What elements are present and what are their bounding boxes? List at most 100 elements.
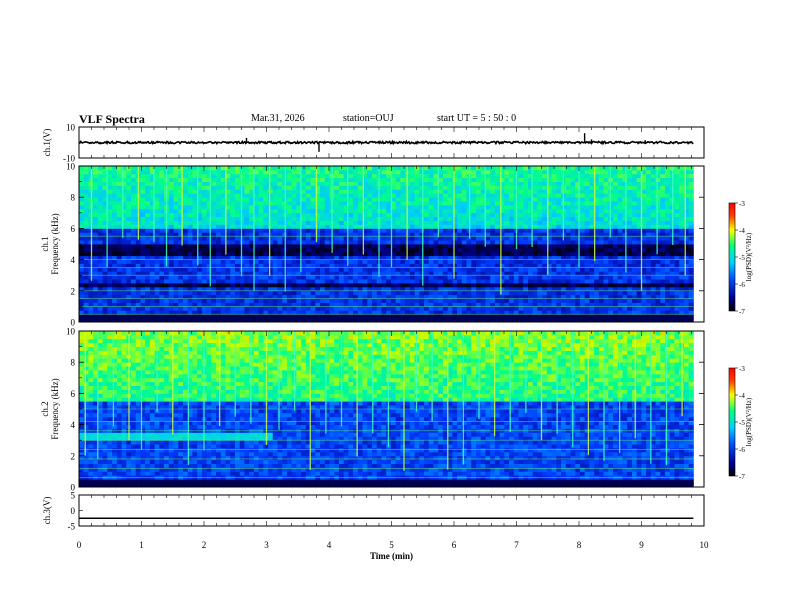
- spectrogram-cell: [362, 279, 368, 284]
- spectrogram-cell: [409, 216, 415, 221]
- spectrogram-cell: [197, 185, 203, 190]
- spectrogram-cell: [286, 189, 293, 194]
- spectrogram-cell: [305, 236, 311, 241]
- spectrogram-cell: [315, 306, 321, 311]
- spectrogram-cell: [660, 298, 666, 303]
- spectrogram-cell: [636, 205, 642, 210]
- spectrogram-cell: [305, 251, 311, 257]
- spectrogram-cell: [466, 298, 472, 303]
- spectrogram-cell: [296, 232, 302, 237]
- spectrogram-cell: [665, 310, 671, 315]
- spectrogram-cell: [192, 247, 198, 253]
- spectrogram-cell: [395, 275, 401, 280]
- spectrogram-cell: [253, 267, 259, 272]
- spectrogram-cell: [206, 251, 212, 257]
- spectrogram-cell: [475, 201, 482, 206]
- spectrogram-cell: [145, 212, 151, 218]
- spectrogram-cell: [665, 271, 671, 276]
- spectrogram-cell: [381, 240, 387, 245]
- spectrogram-cell: [490, 255, 496, 260]
- spectrogram-cell: [466, 275, 472, 280]
- spectrogram-cell: [414, 247, 420, 253]
- spectrogram-cell: [263, 251, 269, 257]
- spectrogram-cell: [320, 166, 326, 171]
- spectrogram-cell: [145, 169, 151, 175]
- spectrogram-cell: [650, 212, 656, 218]
- spectrogram-cell: [438, 228, 444, 233]
- spectrogram-cell: [660, 220, 666, 225]
- spectrogram-cell: [320, 224, 326, 229]
- spectrogram-cell: [565, 267, 571, 272]
- spectrogram-cell: [79, 166, 85, 171]
- spectrogram-cell: [589, 177, 595, 182]
- spectrogram-cell: [490, 189, 496, 194]
- spectrogram-cell: [575, 193, 581, 198]
- spectrogram-cell: [575, 228, 581, 233]
- spectrogram-cell: [220, 197, 226, 202]
- spectrogram-cell: [523, 169, 529, 175]
- spectrogram-cell: [154, 279, 160, 284]
- spectrogram-cell: [598, 283, 604, 288]
- spectrogram-cell: [93, 290, 99, 296]
- spectrogram-cell: [320, 193, 326, 198]
- spectrogram-cell: [244, 224, 250, 229]
- spectrogram-cell: [608, 275, 614, 280]
- spectrogram-cell: [201, 286, 208, 292]
- spectrogram-cell: [655, 185, 661, 190]
- spectrogram-cell: [386, 298, 392, 303]
- spectrogram-cell: [320, 177, 326, 182]
- spectrogram-cell: [579, 169, 586, 175]
- spectrogram-cell: [475, 185, 482, 190]
- spectrogram-cell: [594, 314, 600, 319]
- spectrogram-cell: [579, 181, 586, 186]
- spectrogram-cell: [324, 275, 330, 280]
- spectrogram-cell: [216, 228, 222, 233]
- spectrogram-cell: [504, 185, 510, 190]
- spectrogram-cell: [646, 294, 652, 299]
- spectrogram-cell: [192, 298, 198, 303]
- spectrogram-cell: [546, 318, 552, 323]
- spectrogram-cell: [130, 236, 137, 241]
- spectrogram-cell: [126, 251, 132, 257]
- spectrogram-cell: [197, 283, 203, 288]
- spectrogram-cell: [192, 283, 198, 288]
- spectrogram-cell: [589, 181, 595, 186]
- spectrogram-cell: [362, 201, 368, 206]
- spectrogram-cell: [173, 255, 179, 260]
- spectrogram-cell: [211, 306, 217, 311]
- spectrogram-cell: [130, 247, 137, 253]
- spectrogram-cell: [386, 251, 392, 257]
- spectrogram-cell: [277, 193, 283, 198]
- spectrogram-cell: [107, 177, 113, 182]
- spectrogram-cell: [126, 244, 132, 249]
- spectrogram-cell: [367, 236, 373, 241]
- spectrogram-cell: [116, 306, 122, 311]
- spectrogram-cell: [192, 193, 198, 198]
- spectrogram-cell: [79, 286, 85, 292]
- spectrogram-cell: [485, 169, 491, 175]
- spectrogram-cell: [182, 267, 189, 272]
- spectrogram-cell: [613, 208, 619, 214]
- spectrogram-cell: [414, 298, 420, 303]
- spectrogram-cell: [173, 279, 179, 284]
- spectrogram-cell: [613, 271, 619, 276]
- spectrogram-cell: [641, 197, 647, 202]
- spectrogram-cell: [268, 263, 274, 268]
- spectrogram-cell: [523, 224, 529, 229]
- spectrogram-cell: [201, 263, 208, 268]
- spectrogram-cell: [631, 259, 638, 264]
- spectrogram-cell: [636, 310, 642, 315]
- spectrogram-cell: [395, 306, 401, 311]
- spectrogram-cell: [230, 290, 236, 296]
- spectrogram-cell: [211, 216, 217, 221]
- spectrogram-cell: [249, 263, 255, 268]
- spectrogram-cell: [603, 212, 609, 218]
- spectrogram-cell: [112, 283, 118, 288]
- spectrogram-cell: [589, 169, 595, 175]
- spectrogram-cell: [258, 283, 264, 288]
- spectrogram-cell: [320, 189, 326, 194]
- spectrogram-cell: [617, 205, 623, 210]
- spectrogram-cell: [480, 314, 486, 319]
- spectrogram-cell: [556, 255, 562, 260]
- spectrogram-cell: [372, 166, 378, 171]
